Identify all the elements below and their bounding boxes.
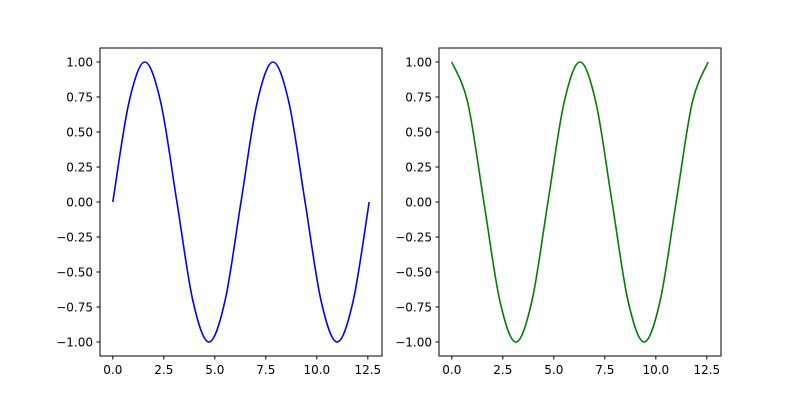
left-plot-x-tick-label: 12.5: [354, 363, 381, 377]
right-plot-x-tick-label: 7.5: [595, 363, 614, 377]
right-plot-y-tick-label: −0.75: [395, 300, 432, 314]
right-plot-x-tick-label: 12.5: [693, 363, 720, 377]
left-plot-x-tick-label: 5.0: [205, 363, 224, 377]
left-plot-y-tick-label: −0.25: [56, 230, 93, 244]
left-plot-y-tick-label: −0.50: [56, 265, 93, 279]
right-plot-x-tick-label: 2.5: [493, 363, 512, 377]
right-plot-axes: 0.0 2.5 5.0 7.5 10.0 12.5 −1.00 −0.75 −0.50 −0.25…: [395, 47, 722, 377]
right-plot-y-tick-label: 1.00: [405, 55, 432, 69]
right-plot-y-tick-label: −0.25: [395, 230, 432, 244]
right-plot-y-tick-label: 0.00: [405, 195, 432, 209]
right-plot-x-tick-label: 10.0: [642, 363, 669, 377]
left-plot-y-tick-label: 0.25: [66, 160, 93, 174]
left-plot-y-tick-label: 0.00: [66, 195, 93, 209]
right-plot-y-tick-label: 0.75: [405, 90, 432, 104]
left-plot-y-tick-label: 0.50: [66, 125, 93, 139]
left-plot-axes: 0.0 2.5 5.0 7.5 10.0 12.5 −1.00 −0.75 −0.50 −0.25…: [56, 47, 383, 377]
left-plot-series-0-line: [112, 61, 370, 343]
right-plot-x-tick-label: 0.0: [442, 363, 461, 377]
left-plot-x-tick-label: 2.5: [154, 363, 173, 377]
right-plot-y-tick-label: −0.50: [395, 265, 432, 279]
left-plot-x-tick-label: 7.5: [256, 363, 275, 377]
right-plot-series-0-line: [451, 61, 709, 343]
left-plot-x-tick-label: 0.0: [103, 363, 122, 377]
left-plot-y-tick-label: 1.00: [66, 55, 93, 69]
right-plot-y-tick-label: 0.25: [405, 160, 432, 174]
right-plot-y-tick-label: −1.00: [395, 335, 432, 349]
left-plot-y-tick-label: −0.75: [56, 300, 93, 314]
left-plot-x-tick-label: 10.0: [303, 363, 330, 377]
right-plot-y-tick-label: 0.50: [405, 125, 432, 139]
left-plot-y-tick-label: −1.00: [56, 335, 93, 349]
right-plot-x-tick-label: 5.0: [544, 363, 563, 377]
left-plot-y-tick-label: 0.75: [66, 90, 93, 104]
